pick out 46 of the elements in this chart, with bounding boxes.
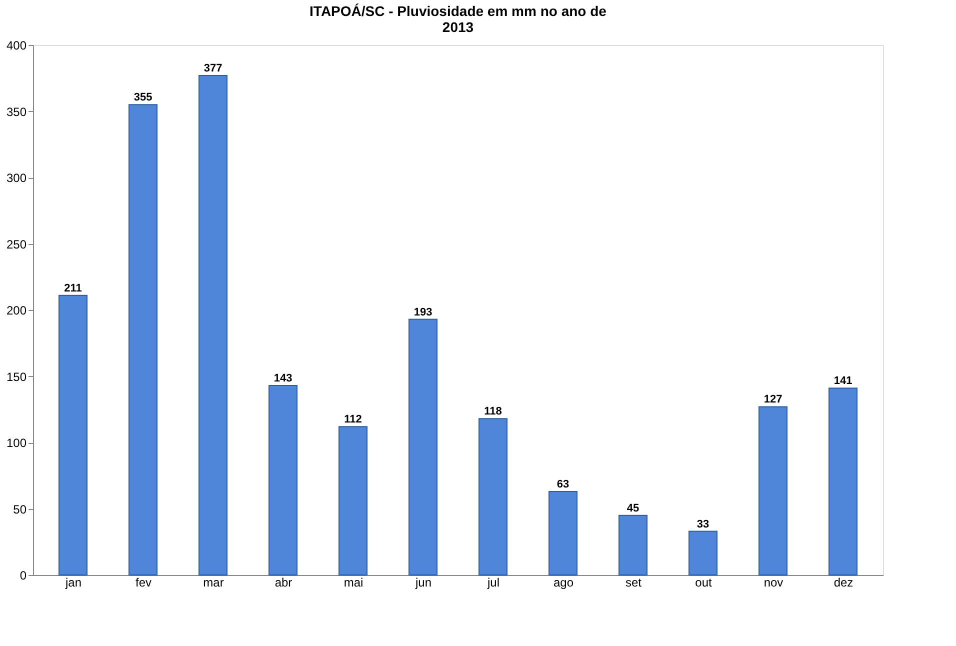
- data-label: 141: [834, 375, 852, 388]
- bar: [828, 388, 858, 576]
- y-tick-label: 50: [13, 502, 27, 516]
- data-label: 112: [344, 414, 362, 426]
- x-tick-label: out: [695, 576, 713, 590]
- x-tick-label: dez: [834, 576, 854, 590]
- x-tick-label: mar: [203, 576, 224, 590]
- x-tick-label: jun: [414, 576, 432, 590]
- x-tick-label: mai: [344, 576, 364, 590]
- chart-title: ITAPOÁ/SC - Pluviosidade em mm no ano de 2013: [310, 3, 607, 35]
- data-label: 377: [204, 62, 222, 74]
- data-label: 211: [64, 282, 82, 294]
- data-label: 127: [764, 394, 782, 406]
- data-label: 193: [414, 306, 432, 318]
- y-tick-label: 400: [6, 38, 27, 52]
- y-tick-label: 0: [20, 568, 27, 582]
- data-label: 33: [696, 518, 710, 530]
- x-tick-label: abr: [274, 576, 292, 590]
- y-tick-label: 200: [6, 304, 27, 318]
- y-tick-label: 150: [6, 370, 27, 384]
- data-label: 45: [626, 502, 640, 514]
- bar: [58, 294, 88, 576]
- data-label: 143: [274, 372, 292, 385]
- bar: [128, 104, 158, 576]
- bar: [758, 406, 788, 576]
- bar: [688, 530, 718, 576]
- bar: [268, 385, 298, 576]
- y-tick-label: 300: [6, 171, 27, 185]
- y-tick-label: 250: [6, 237, 27, 252]
- bar: [338, 426, 368, 576]
- x-tick-label: nov: [764, 576, 784, 590]
- bar: [618, 514, 648, 576]
- bar: [198, 74, 228, 576]
- x-tick-label: fev: [135, 576, 152, 590]
- bar: [548, 491, 578, 576]
- x-tick-label: set: [625, 576, 642, 590]
- data-label: 63: [556, 478, 570, 491]
- data-label: 118: [484, 406, 502, 418]
- x-tick-label: ago: [553, 576, 574, 590]
- y-tick-label: 100: [6, 436, 27, 450]
- bar: [408, 318, 438, 576]
- x-tick-label: jul: [486, 576, 500, 590]
- x-tick-label: jan: [64, 576, 82, 590]
- data-label: 355: [134, 92, 152, 104]
- bar: [478, 418, 508, 576]
- y-tick-label: 350: [6, 104, 27, 119]
